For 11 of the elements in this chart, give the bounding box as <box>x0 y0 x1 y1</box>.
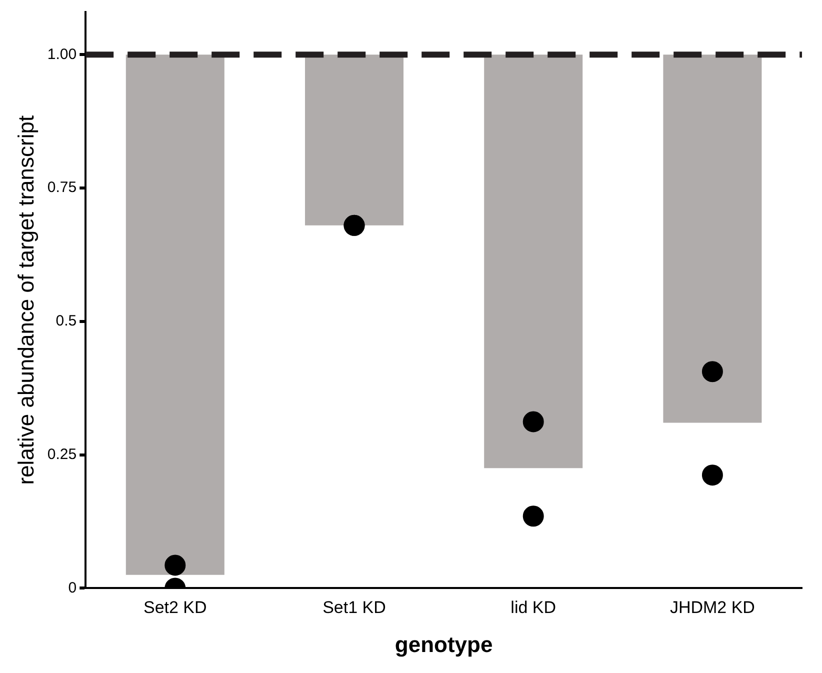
y-tick-label: 0.25 <box>47 446 77 463</box>
y-tick-label: 0.75 <box>47 179 77 196</box>
x-tick-label: JHDM2 KD <box>670 598 755 618</box>
y-axis-title: relative abundance of target transcript <box>13 115 38 485</box>
x-tick-label: lid KD <box>510 598 556 618</box>
y-tick-label: 0.5 <box>56 312 77 330</box>
y-tick-label: 1.00 <box>47 46 77 63</box>
x-tick-label: Set2 KD <box>143 598 207 618</box>
y-tick-label: 0 <box>68 579 77 596</box>
x-axis-title: genotype <box>394 632 493 657</box>
x-tick-label: Set1 KD <box>322 598 386 618</box>
